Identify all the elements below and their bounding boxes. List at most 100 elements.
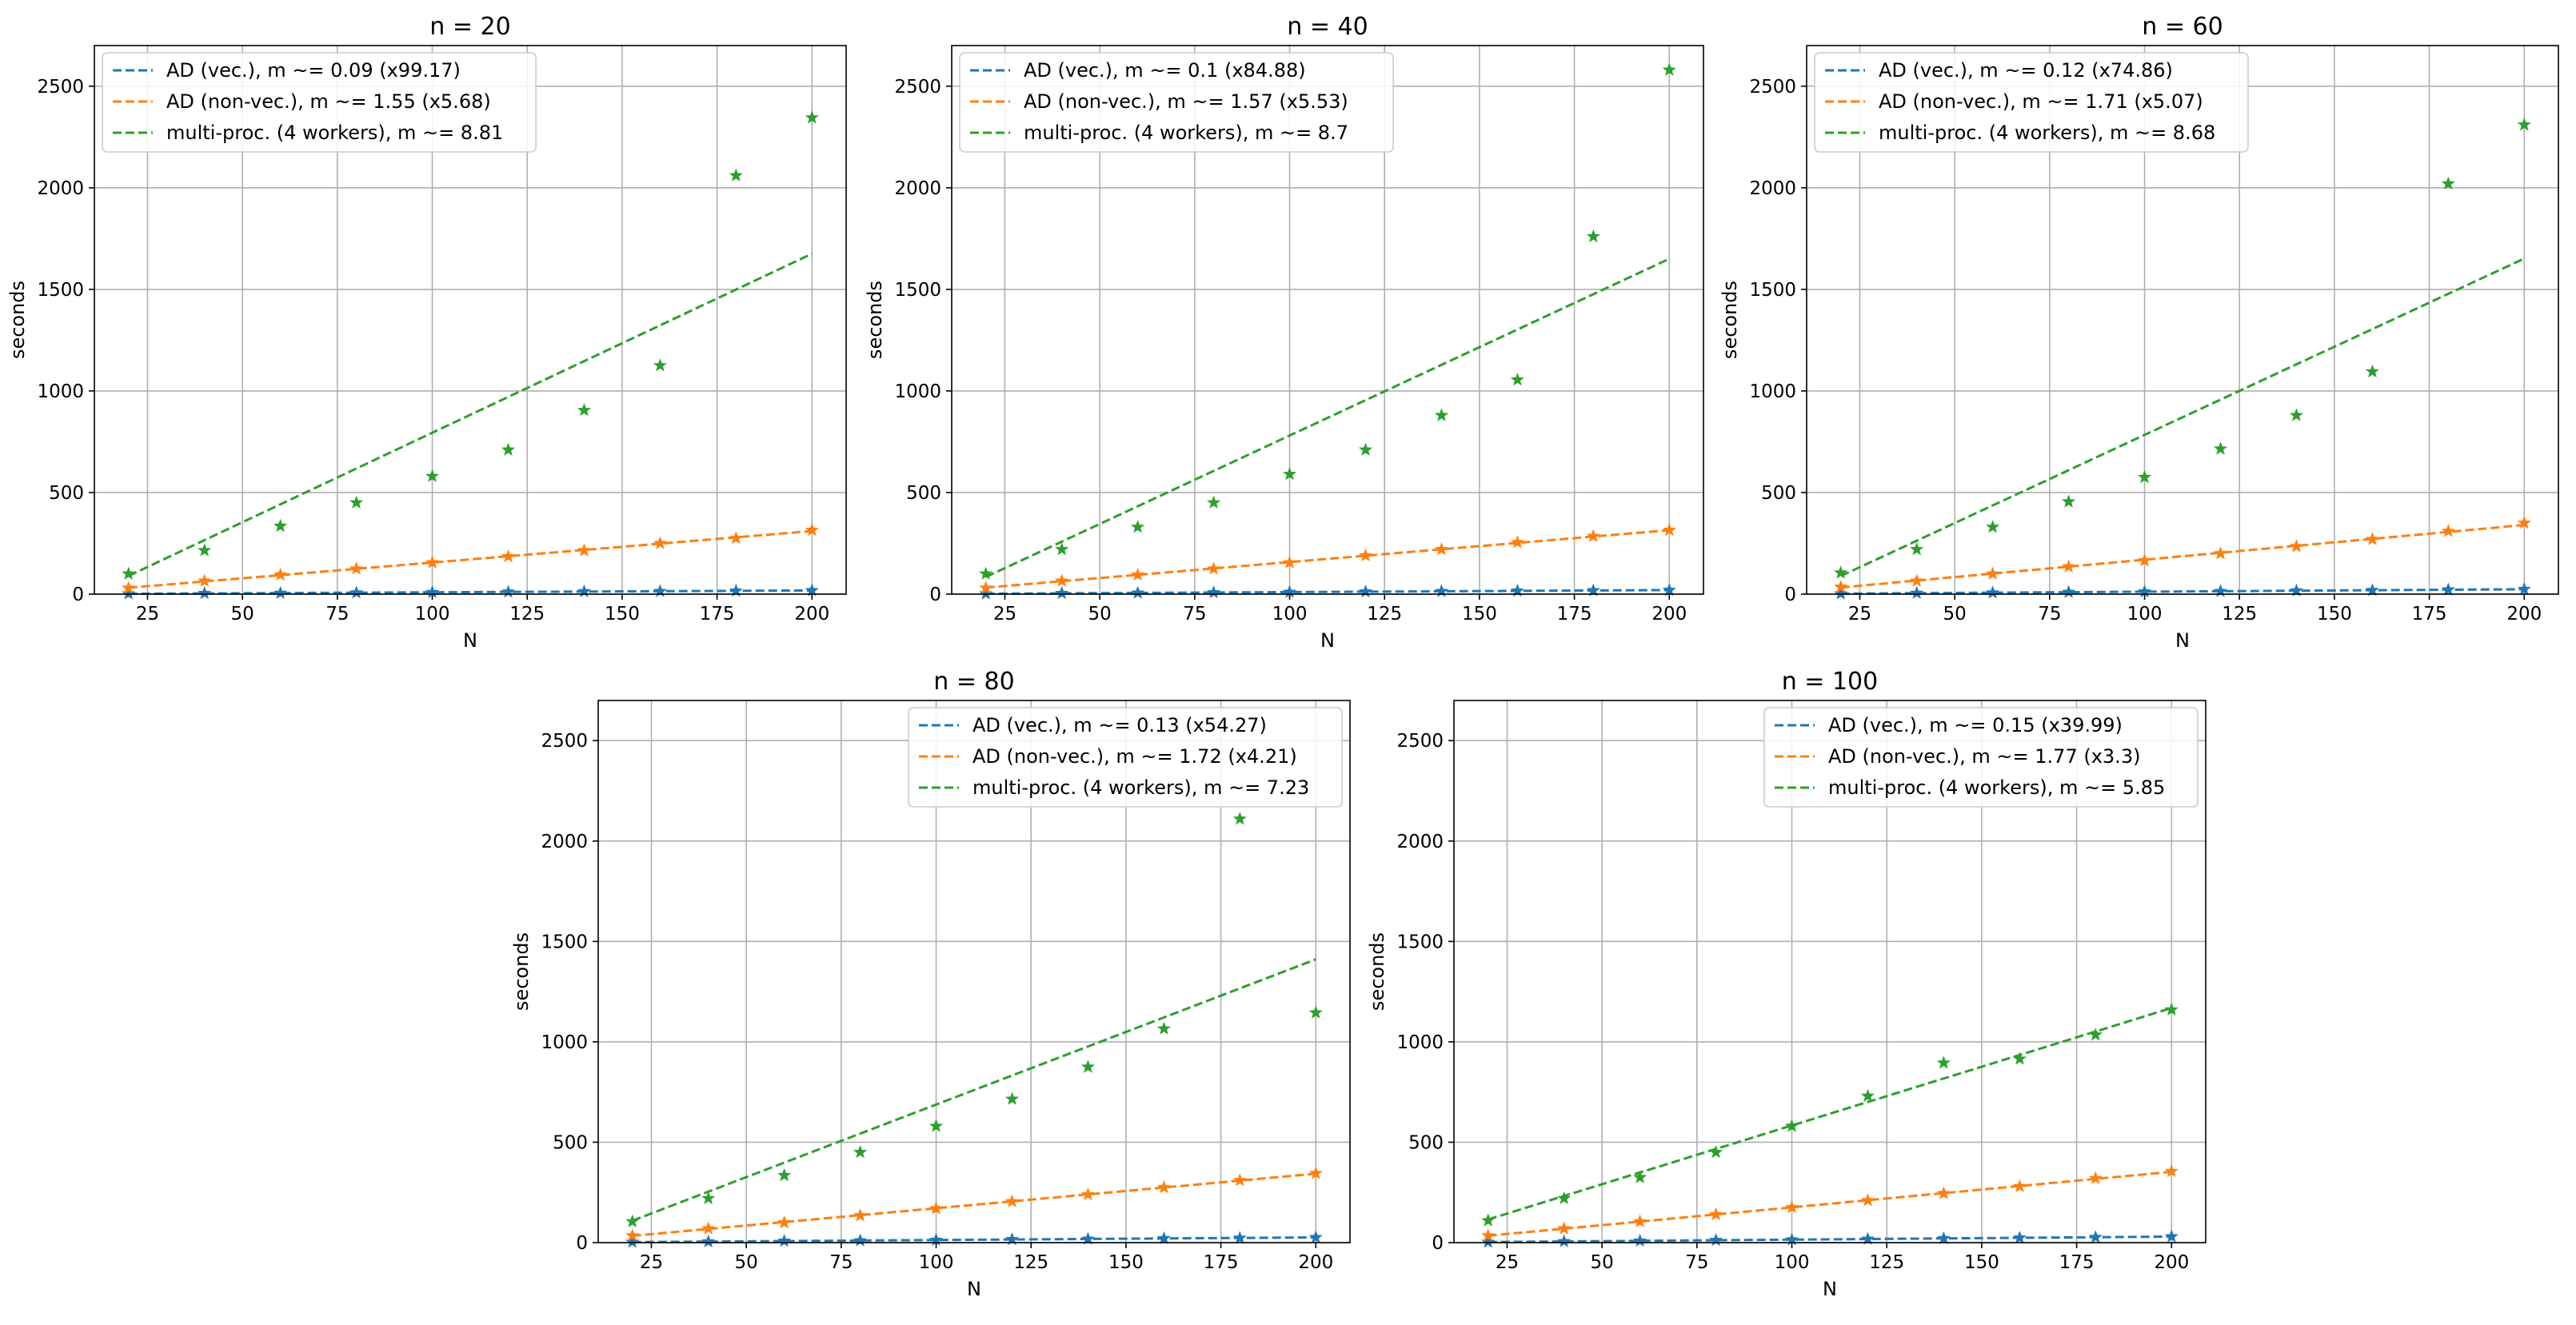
- x-tick-label: 100: [1775, 1252, 1810, 1273]
- legend-label: AD (non-vec.), m ~= 1.55 (x5.68): [166, 90, 491, 113]
- data-point: [2441, 582, 2455, 596]
- y-tick-label: 2000: [1396, 832, 1444, 852]
- y-tick-label: 1500: [1749, 280, 1796, 301]
- data-point: [2289, 583, 2303, 597]
- data-point: [1481, 1213, 1496, 1227]
- x-tick-label: 150: [1964, 1252, 1999, 1273]
- axes-frame: [597, 700, 1351, 1243]
- x-axis-label: N: [463, 629, 477, 652]
- y-tick-label: 500: [553, 1132, 588, 1153]
- data-point: [2164, 1229, 2179, 1243]
- data-point: [2062, 585, 2076, 598]
- data-point: [2441, 176, 2455, 190]
- data-point: [777, 1234, 792, 1247]
- data-point: [1510, 535, 1524, 549]
- y-tick-label: 2000: [1749, 178, 1796, 199]
- data-point: [2138, 553, 2152, 567]
- y-axis-label: seconds: [1366, 932, 1388, 1011]
- data-point: [1986, 566, 2000, 580]
- data-point: [805, 583, 819, 597]
- data-point: [1936, 1186, 1951, 1199]
- data-point: [2012, 1052, 2027, 1065]
- data-point: [501, 549, 515, 563]
- series-fit-line: [1488, 1235, 2172, 1243]
- data-point: [853, 1208, 868, 1222]
- series-fit-line: [1488, 1170, 2172, 1237]
- x-tick-label: 25: [993, 604, 1016, 625]
- data-point: [1434, 408, 1448, 421]
- data-point: [1080, 1060, 1095, 1073]
- x-axis-label: N: [1823, 1278, 1837, 1300]
- x-axis-label: N: [1320, 629, 1335, 652]
- data-point: [1709, 1145, 1723, 1159]
- x-tick-label: 175: [700, 604, 735, 625]
- data-point: [1207, 495, 1221, 509]
- data-point: [1586, 229, 1600, 243]
- data-point: [1860, 1088, 1875, 1102]
- x-tick-label: 50: [1591, 1252, 1614, 1273]
- data-point: [2088, 1230, 2103, 1243]
- x-tick-label: 100: [415, 604, 450, 625]
- data-point: [701, 1191, 716, 1204]
- x-tick-label: 50: [735, 1252, 758, 1273]
- data-point: [274, 585, 288, 599]
- data-point: [1308, 1005, 1323, 1019]
- chart-title: n = 60: [2142, 13, 2223, 41]
- series-fit-line: [985, 257, 1670, 578]
- data-point: [1131, 567, 1145, 581]
- x-tick-label: 100: [2127, 604, 2163, 625]
- data-point: [425, 469, 440, 482]
- data-point: [577, 543, 591, 557]
- y-tick-label: 2500: [1749, 77, 1796, 98]
- legend-label: AD (non-vec.), m ~= 1.71 (x5.07): [1879, 90, 2203, 113]
- legend-label: AD (vec.), m ~= 0.09 (x99.17): [166, 59, 461, 82]
- y-tick-label: 2000: [541, 832, 588, 852]
- legend: AD (vec.), m ~= 0.15 (x39.99) AD (non-vec…: [1763, 707, 2199, 808]
- legend-label: AD (vec.), m ~= 0.12 (x74.86): [1879, 59, 2173, 82]
- x-tick-label: 125: [1869, 1252, 1904, 1273]
- legend: AD (vec.), m ~= 0.12 (x74.86) AD (non-vec…: [1814, 52, 2249, 153]
- chart-panel: 25 50 75 100 125 150 175 2000500100015002000250…: [1366, 668, 2207, 1300]
- axes-frame: [1453, 700, 2207, 1243]
- data-point: [1156, 1021, 1171, 1035]
- data-point: [2213, 546, 2227, 560]
- data-point: [1633, 1233, 1647, 1247]
- x-tick-label: 150: [1108, 1252, 1144, 1273]
- legend-box: [908, 707, 1343, 808]
- data-point: [2517, 516, 2531, 529]
- chart-title: n = 80: [933, 668, 1014, 696]
- y-tick-label: 0: [1784, 585, 1796, 605]
- series-fit-line: [985, 589, 1670, 595]
- data-point: [1308, 1230, 1323, 1243]
- legend-label: multi-proc. (4 workers), m ~= 8.81: [166, 122, 503, 144]
- y-tick-label: 1500: [894, 280, 941, 301]
- data-point: [1860, 1231, 1875, 1245]
- series-fit-line: [128, 589, 813, 596]
- data-point: [1232, 812, 1247, 825]
- chart-title: n = 100: [1782, 668, 1878, 696]
- data-point: [1662, 582, 1676, 597]
- data-point: [979, 566, 993, 580]
- data-point: [1860, 1193, 1875, 1207]
- data-point: [805, 110, 819, 124]
- x-tick-label: 150: [1462, 604, 1497, 625]
- data-point: [805, 523, 819, 537]
- chart-panel: 25 50 75 100 125 150 175 2000500100015002000250…: [1719, 13, 2559, 652]
- legend-label: AD (vec.), m ~= 0.15 (x39.99): [1828, 714, 2123, 736]
- series-fit-line: [1840, 588, 2525, 595]
- data-point: [653, 584, 667, 597]
- series-fit-line: [1840, 524, 2525, 589]
- data-point: [1709, 1207, 1723, 1221]
- data-point: [2365, 583, 2379, 597]
- data-point: [1481, 1228, 1496, 1242]
- y-tick-label: 2500: [1396, 731, 1444, 752]
- data-point: [729, 168, 743, 182]
- data-point: [1910, 573, 1924, 587]
- data-point: [1633, 1214, 1647, 1227]
- legend: AD (vec.), m ~= 0.1 (x84.88) AD (non-vec.…: [959, 52, 1394, 153]
- data-point: [653, 358, 667, 372]
- data-point: [2517, 118, 2531, 131]
- x-tick-label: 125: [1367, 604, 1402, 625]
- data-point: [122, 586, 136, 600]
- y-tick-label: 1500: [37, 280, 84, 301]
